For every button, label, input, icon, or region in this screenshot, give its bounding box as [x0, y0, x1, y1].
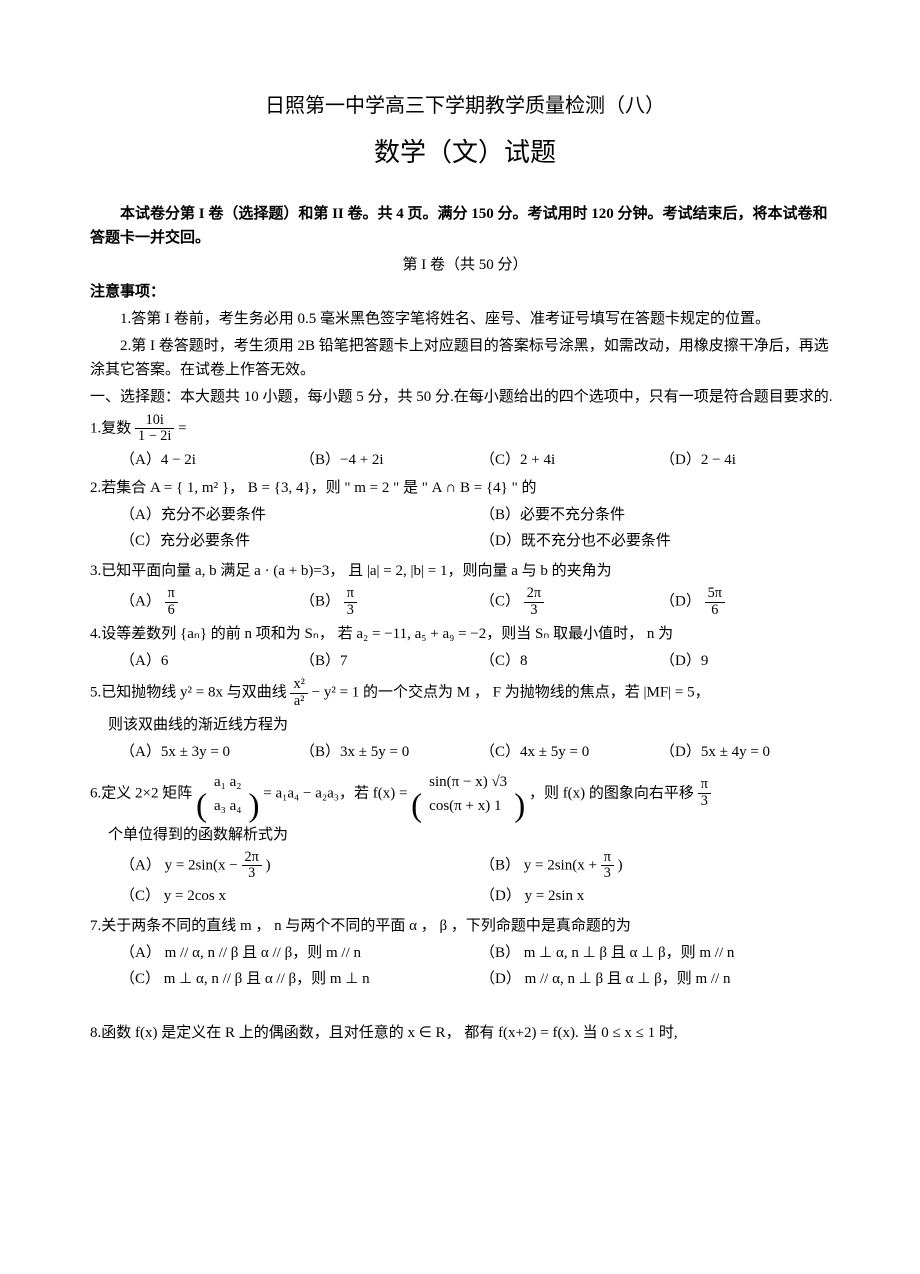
q5-frac-num: x²	[290, 677, 307, 694]
notice-header: 注意事项：	[90, 280, 840, 304]
q6-frac-num: π	[698, 777, 711, 794]
q6-opt-b-suffix: )	[618, 857, 623, 873]
q6-stem-b: = a₁a₄ − a₂a₃，若 f(x) =	[263, 785, 411, 801]
q5-stem-a: 5.已知抛物线 y² = 8x 与双曲线	[90, 685, 290, 701]
q3-opt-b-num: π	[344, 586, 357, 603]
q3-opt-a: （A） π6	[120, 586, 300, 618]
q6-m1-r2: a₃ a₄	[214, 794, 242, 818]
q6-opt-a-den: 3	[242, 866, 262, 882]
q6-m2-r2: cos(π + x) 1	[429, 794, 507, 818]
q4-opt-a: （A）6	[120, 649, 300, 673]
q6-opt-a-prefix: （A） y = 2sin(x −	[120, 857, 242, 873]
q1-frac-num: 10i	[135, 413, 174, 430]
q3-opt-a-prefix: （A）	[120, 594, 161, 610]
q3-opt-b-prefix: （B）	[300, 594, 340, 610]
q6-opt-b-num: π	[601, 850, 614, 867]
q5-opt-a: （A）5x ± 3y = 0	[120, 740, 300, 764]
q5-frac-den: a²	[290, 694, 307, 710]
q8-stem: 8.函数 f(x) 是定义在 R 上的偶函数，且对任意的 x ∈ R， 都有 f…	[90, 1021, 840, 1045]
question-3: 3.已知平面向量 a, b 满足 a · (a + b)=3， 且 |a| = …	[90, 559, 840, 618]
q3-opt-c: （C） 2π3	[480, 586, 660, 618]
q2-opt-a: （A）充分不必要条件	[120, 503, 480, 527]
question-4: 4.设等差数列 {aₙ} 的前 n 项和为 Sₙ， 若 a₂ = −11, a₅…	[90, 622, 840, 673]
q5-opt-d: （D）5x ± 4y = 0	[660, 740, 840, 764]
q3-stem: 3.已知平面向量 a, b 满足 a · (a + b)=3， 且 |a| = …	[90, 559, 840, 583]
question-6: 6.定义 2×2 矩阵 ( a₁ a₂ a₃ a₄ ) = a₁a₄ − a₂a…	[90, 768, 840, 910]
q3-opt-c-den: 3	[524, 603, 544, 619]
q6-opt-b-prefix: （B） y = 2sin(x +	[480, 857, 601, 873]
q6-opt-a-num: 2π	[242, 850, 262, 867]
q3-opt-d-den: 6	[705, 603, 725, 619]
q1-fraction: 10i 1 − 2i	[135, 413, 174, 445]
q1-stem-suffix: =	[178, 420, 186, 436]
q5-opt-b: （B）3x ± 5y = 0	[300, 740, 480, 764]
notice-1: 1.答第 I 卷前，考生务必用 0.5 毫米黑色签字笔将姓名、座号、准考证号填写…	[90, 307, 840, 331]
q7-opt-a: （A） m // α, n // β 且 α // β，则 m // n	[120, 941, 480, 965]
part1-title: 第 I 卷（共 50 分）	[90, 253, 840, 277]
q3-opt-b: （B） π3	[300, 586, 480, 618]
q6-stem-c: ，则 f(x) 的图象向右平移	[529, 785, 694, 801]
q6-m2-r1: sin(π − x) √3	[429, 770, 507, 794]
q5-opt-c: （C）4x ± 5y = 0	[480, 740, 660, 764]
q3-opt-a-den: 6	[165, 603, 178, 619]
q6-stem-a: 6.定义 2×2 矩阵	[90, 785, 192, 801]
notice-2: 2.第 I 卷答题时，考生须用 2B 铅笔把答题卡上对应题目的答案标号涂黑，如需…	[90, 334, 840, 382]
q6-opt-a: （A） y = 2sin(x − 2π3 )	[120, 850, 480, 882]
intro-text: 本试卷分第 I 卷（选择题）和第 II 卷。共 4 页。满分 150 分。考试用…	[90, 202, 840, 250]
q7-opt-b: （B） m ⊥ α, n ⊥ β 且 α ⊥ β，则 m // n	[480, 941, 840, 965]
q1-opt-a: （A）4 − 2i	[120, 448, 300, 472]
q2-stem: 2.若集合 A = { 1, m² }， B = {3, 4}，则 " m = …	[90, 476, 840, 500]
q1-opt-c: （C）2 + 4i	[480, 448, 660, 472]
q2-opt-c: （C）充分必要条件	[120, 529, 480, 553]
q1-opt-d: （D）2 − 4i	[660, 448, 840, 472]
q2-opt-d: （D）既不充分也不必要条件	[480, 529, 840, 553]
q6-m1-r1: a₁ a₂	[214, 770, 242, 794]
q7-stem: 7.关于两条不同的直线 m ， n 与两个不同的平面 α ， β ，下列命题中是…	[90, 914, 840, 938]
q3-opt-a-num: π	[165, 586, 178, 603]
q7-opt-d: （D） m // α, n ⊥ β 且 α ⊥ β，则 m // n	[480, 967, 840, 991]
q6-matrix1: ( a₁ a₂ a₃ a₄ )	[196, 768, 260, 820]
question-2: 2.若集合 A = { 1, m² }， B = {3, 4}，则 " m = …	[90, 476, 840, 555]
q4-opt-b: （B）7	[300, 649, 480, 673]
section-1-header: 一、选择题：本大题共 10 小题，每小题 5 分，共 50 分.在每小题给出的四…	[90, 385, 840, 409]
q6-opt-a-suffix: )	[266, 857, 271, 873]
q6-opt-b-den: 3	[601, 866, 614, 882]
q6-fraction: π 3	[698, 777, 711, 809]
question-5: 5.已知抛物线 y² = 8x 与双曲线 x² a² − y² = 1 的一个交…	[90, 677, 840, 763]
q6-frac-den: 3	[698, 794, 711, 810]
q3-opt-c-prefix: （C）	[480, 594, 520, 610]
q6-opt-d: （D） y = 2sin x	[480, 884, 840, 908]
exam-header: 日照第一中学高三下学期教学质量检测（八）	[90, 90, 840, 122]
q6-line2: 个单位得到的函数解析式为	[90, 823, 840, 847]
q6-matrix2: ( sin(π − x) √3 cos(π + x) 1 )	[411, 768, 525, 820]
q3-opt-b-den: 3	[344, 603, 357, 619]
q1-opt-b: （B）−4 + 2i	[300, 448, 480, 472]
q4-stem: 4.设等差数列 {aₙ} 的前 n 项和为 Sₙ， 若 a₂ = −11, a₅…	[90, 622, 840, 646]
q6-opt-b: （B） y = 2sin(x + π3 )	[480, 850, 840, 882]
q1-stem-prefix: 1.复数	[90, 420, 131, 436]
exam-title: 数学（文）试题	[90, 132, 840, 174]
q3-opt-d-prefix: （D）	[660, 594, 701, 610]
question-7: 7.关于两条不同的直线 m ， n 与两个不同的平面 α ， β ，下列命题中是…	[90, 914, 840, 993]
question-1: 1.复数 10i 1 − 2i = （A）4 − 2i （B）−4 + 2i （…	[90, 413, 840, 472]
q1-frac-den: 1 − 2i	[135, 429, 174, 445]
q4-opt-c: （C）8	[480, 649, 660, 673]
q3-opt-d: （D） 5π6	[660, 586, 840, 618]
q5-line2: 则该双曲线的渐近线方程为	[90, 713, 840, 737]
q2-opt-b: （B）必要不充分条件	[480, 503, 840, 527]
q4-opt-d: （D）9	[660, 649, 840, 673]
q3-opt-d-num: 5π	[705, 586, 725, 603]
q6-opt-c: （C） y = 2cos x	[120, 884, 480, 908]
q3-opt-c-num: 2π	[524, 586, 544, 603]
question-8: 8.函数 f(x) 是定义在 R 上的偶函数，且对任意的 x ∈ R， 都有 f…	[90, 1021, 840, 1045]
q5-fraction: x² a²	[290, 677, 307, 709]
q5-stem-b: − y² = 1 的一个交点为 M ， F 为抛物线的焦点，若 |MF| = 5…	[312, 685, 710, 701]
q7-opt-c: （C） m ⊥ α, n // β 且 α // β，则 m ⊥ n	[120, 967, 480, 991]
